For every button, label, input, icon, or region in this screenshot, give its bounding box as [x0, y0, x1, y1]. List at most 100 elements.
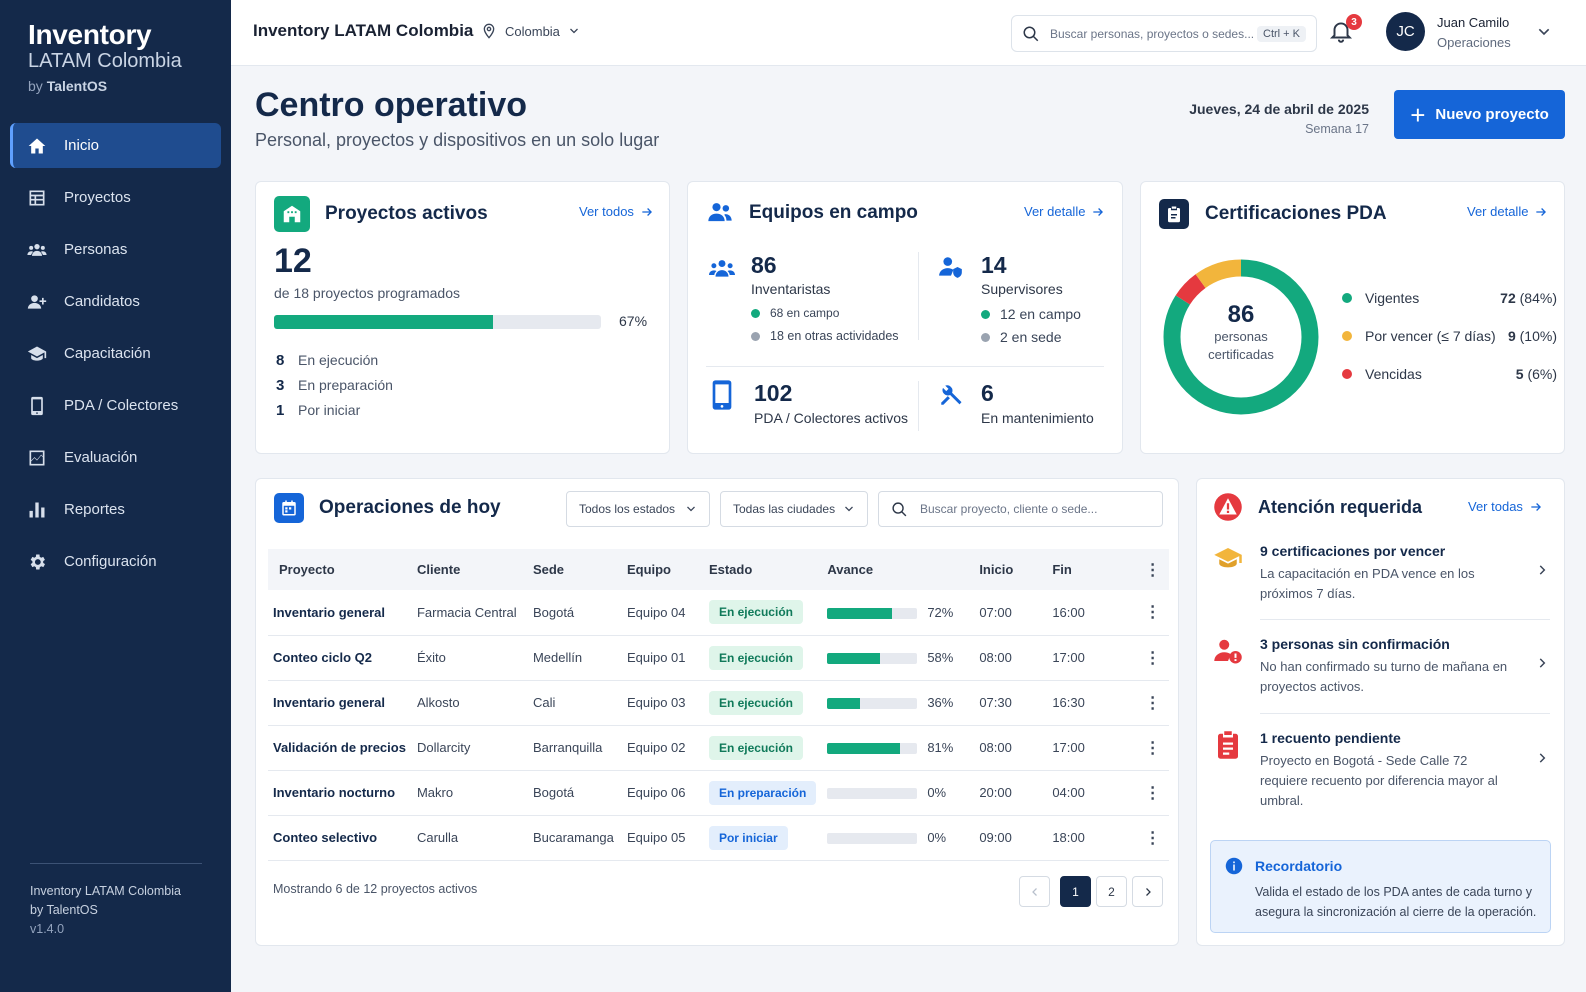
sidebar-item-evaluacion[interactable]: Evaluación	[10, 435, 221, 480]
column-header[interactable]: Equipo	[626, 562, 671, 577]
link-label: Ver detalle	[1024, 204, 1086, 219]
link-label: Ver todas	[1468, 499, 1523, 514]
inventory-staff-label: Inventaristas	[751, 281, 831, 297]
arrow-right-icon	[642, 207, 652, 216]
progress-bar	[827, 653, 918, 665]
progress-fill	[274, 315, 494, 329]
card-title: Certificaciones PDA	[1205, 203, 1387, 224]
sidebar-item-pda[interactable]: PDA / Colectores	[10, 383, 221, 428]
alert-item[interactable]: 1 recuento pendiente Proyecto en Bogotá …	[1213, 730, 1550, 820]
table-row[interactable]: Validación de precios Dollarcity Barranqui…	[268, 725, 1169, 770]
user-menu[interactable]: Juan Camilo Operaciones	[1437, 13, 1511, 53]
brand-subtitle: LATAM Colombia	[28, 50, 182, 72]
page-title: Centro operativo	[255, 86, 528, 124]
table-row[interactable]: Inventario nocturno Makro Bogotá Equipo 06 E…	[268, 770, 1169, 815]
status-badge: En ejecución	[708, 600, 803, 625]
alert-item[interactable]: 3 personas sin confirmación No han confi…	[1213, 636, 1550, 706]
column-header[interactable]: Proyecto	[279, 562, 335, 577]
global-search-input[interactable]: Buscar personas, proyectos o sedes... Ct…	[1011, 15, 1317, 52]
progress-fill	[827, 698, 860, 710]
pagination-page-2[interactable]: 2	[1096, 876, 1127, 907]
avatar[interactable]: JC	[1386, 12, 1425, 51]
new-project-button[interactable]: + Nuevo proyecto	[1394, 90, 1565, 139]
sidebar-item-capacitacion[interactable]: Capacitación	[10, 331, 221, 376]
row-menu-button[interactable]: ⋮	[1144, 739, 1161, 757]
cell-start: 20:00	[979, 785, 1012, 800]
table-row[interactable]: Conteo ciclo Q2 Éxito Medellín Equipo 01 En …	[268, 635, 1169, 680]
column-header[interactable]: Fin	[1052, 562, 1072, 577]
cell-start: 08:00	[979, 740, 1012, 755]
active-projects-count: 12	[274, 242, 312, 280]
card-header: Proyectos activos	[274, 196, 488, 232]
select-value: Todos los estados	[579, 502, 676, 516]
columns-menu-button[interactable]: ⋮	[1144, 561, 1161, 579]
calendar-icon	[274, 493, 304, 523]
cell-progress: 72%	[816, 590, 968, 635]
alert-item[interactable]: 9 certificaciones por vencer La capacita…	[1213, 543, 1550, 613]
warning-icon	[1214, 493, 1242, 521]
brand-logo[interactable]: Inventory LATAM Colombia by TalentOS	[28, 19, 182, 95]
legend-value: 72 (84%)	[1500, 290, 1557, 306]
certs-detail-link[interactable]: Ver detalle	[1467, 204, 1548, 219]
search-icon	[1023, 26, 1039, 41]
column-header[interactable]: Avance	[827, 562, 874, 577]
row-menu-button[interactable]: ⋮	[1144, 829, 1161, 847]
cell-site: Bogotá	[532, 785, 575, 800]
brand-title: Inventory	[28, 19, 152, 50]
sidebar-item-inicio[interactable]: Inicio	[10, 123, 221, 168]
table-row[interactable]: Inventario general Farmacia Central Bogotá…	[268, 590, 1169, 635]
cell-start: 08:00	[979, 650, 1012, 665]
cell-team: Equipo 05	[626, 830, 686, 845]
inventory-other: 18 en otras actividades	[751, 329, 899, 343]
footer-by: by TalentOS	[30, 903, 98, 917]
cell-site: Bucaramanga	[532, 830, 614, 845]
cell-client: Alkosto	[416, 695, 460, 710]
row-menu-button[interactable]: ⋮	[1144, 784, 1161, 802]
supervisor-icon	[939, 257, 962, 278]
pagination-prev-button[interactable]	[1019, 876, 1050, 907]
divider	[706, 366, 1104, 367]
pagination-next-button[interactable]	[1132, 876, 1163, 907]
see-all-projects-link[interactable]: Ver todos	[579, 204, 654, 219]
cell-end: 17:00	[1052, 650, 1085, 665]
operations-search-input[interactable]: Buscar proyecto, cliente o sede...	[878, 491, 1163, 527]
cell-status: Por iniciar	[698, 815, 816, 860]
progress-bar	[827, 698, 918, 710]
pagination-page-1[interactable]: 1	[1060, 876, 1091, 907]
card-title: Equipos en campo	[749, 202, 918, 223]
legend-value: 5 (6%)	[1516, 366, 1557, 382]
sidebar-item-proyectos[interactable]: Proyectos	[10, 175, 221, 220]
legend-pct: (10%)	[1519, 328, 1557, 344]
sidebar-item-label: Personas	[64, 241, 128, 258]
notifications-button[interactable]: 3	[1328, 14, 1362, 48]
location-selector[interactable]: Colombia	[481, 23, 580, 39]
status-badge: En ejecución	[708, 645, 803, 670]
legend-dot	[1342, 293, 1352, 303]
sidebar-item-candidatos[interactable]: Candidatos	[10, 279, 221, 324]
legend-dot	[1342, 331, 1352, 341]
see-all-alerts-link[interactable]: Ver todas	[1468, 499, 1543, 514]
info-icon	[1225, 857, 1243, 875]
row-menu-button[interactable]: ⋮	[1144, 694, 1161, 712]
status-badge: En ejecución	[708, 735, 803, 760]
column-header[interactable]: Inicio	[979, 562, 1014, 577]
arrow-right-icon	[1093, 207, 1104, 216]
column-header[interactable]: Estado	[708, 562, 753, 577]
sidebar-item-configuracion[interactable]: Configuración	[10, 539, 221, 584]
sidebar-footer: Inventory LATAM Colombia by TalentOS v1.…	[30, 863, 202, 939]
column-header[interactable]: Sede	[532, 562, 565, 577]
brand-by-name: TalentOS	[46, 78, 108, 94]
table-row[interactable]: Inventario general Alkosto Cali Equipo 03 En…	[268, 680, 1169, 725]
sidebar-item-personas[interactable]: Personas	[10, 227, 221, 272]
sidebar-item-reportes[interactable]: Reportes	[10, 487, 221, 532]
table-row[interactable]: Conteo selectivo Carulla Bucaramanga Equipo…	[268, 815, 1169, 860]
teams-detail-link[interactable]: Ver detalle	[1024, 204, 1105, 219]
row-menu-button[interactable]: ⋮	[1144, 649, 1161, 667]
column-header[interactable]: Cliente	[416, 562, 461, 577]
status-filter-select[interactable]: Todos los estados	[566, 491, 710, 527]
people-icon	[708, 203, 732, 222]
cell-client: Éxito	[416, 650, 446, 665]
city-filter-select[interactable]: Todas las ciudades	[720, 491, 868, 527]
chevron-down-icon[interactable]	[1536, 24, 1552, 40]
row-menu-button[interactable]: ⋮	[1144, 604, 1161, 622]
